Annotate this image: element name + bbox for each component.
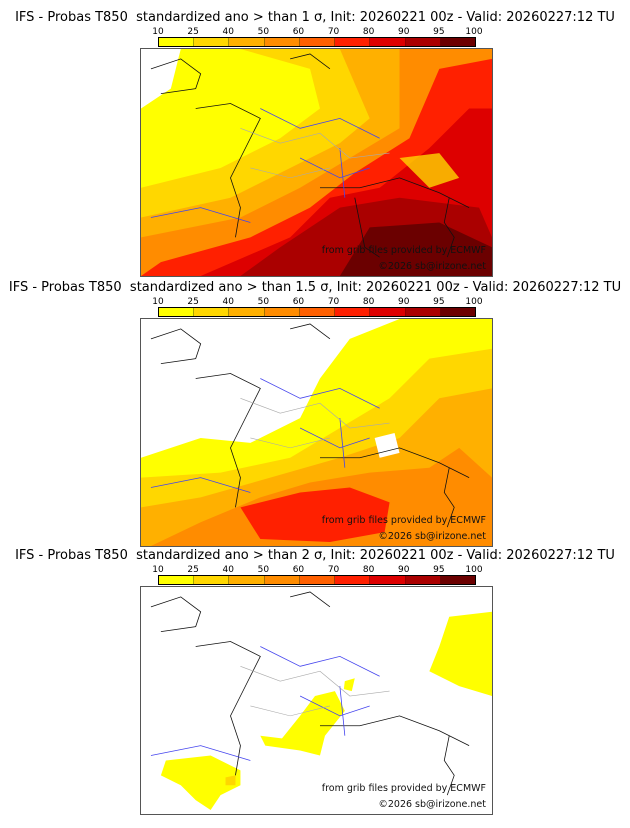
credit-copyright: ©2026 sb@irizone.net: [378, 531, 486, 542]
colorbar-segment: [335, 576, 371, 584]
colorbar-tick-label: 40: [222, 27, 234, 37]
colorbar-tick-label: 60: [292, 565, 305, 575]
colorbar-segment: [264, 38, 300, 46]
colorbar-segment: [299, 308, 336, 316]
colorbar-segment: [264, 308, 300, 316]
map-canvas: [141, 49, 492, 276]
colorbar-ticks: 10 25 40 50 60 70 80 90 95 100: [150, 297, 490, 307]
colorbar-tick-label: 50: [257, 297, 270, 307]
colorbar-segment: [440, 38, 475, 46]
colorbar-segment: [229, 576, 265, 584]
colorbar-tick-label: 70: [327, 27, 340, 37]
credit-copyright: ©2026 sb@irizone.net: [378, 799, 486, 810]
credit-copyright: ©2026 sb@irizone.net: [378, 261, 486, 272]
colorbar-tick-label: 60: [292, 27, 305, 37]
colorbar-tick-label: 95: [433, 297, 445, 307]
colorbar: [158, 575, 476, 585]
colorbar-tick-label: 90: [398, 27, 410, 37]
colorbar-segment: [159, 38, 195, 46]
colorbar-tick-label: 10: [152, 27, 164, 37]
credit-source: from grib files provided by ECMWF: [321, 515, 486, 526]
colorbar-segment: [159, 576, 195, 584]
map-panel-1sigma: IFS - Probas T850 standardized ano > tha…: [0, 10, 630, 280]
probability-map: from grib files provided by ECMWF ©2026 …: [140, 318, 493, 547]
colorbar-tick-label: 70: [327, 297, 340, 307]
colorbar-tick-label: 95: [433, 565, 445, 575]
colorbar-tick-label: 40: [222, 297, 234, 307]
colorbar: [158, 307, 476, 317]
colorbar-segment: [370, 308, 406, 316]
colorbar-segment: [264, 576, 300, 584]
colorbar-tick-label: 25: [187, 297, 199, 307]
colorbar-tick-label: 60: [292, 297, 305, 307]
colorbar-segment: [229, 308, 265, 316]
colorbar-tick-label: 95: [433, 27, 445, 37]
colorbar-tick-label: 80: [362, 565, 375, 575]
colorbar-segment: [299, 38, 336, 46]
colorbar-tick-label: 40: [222, 565, 234, 575]
colorbar-ticks: 10 25 40 50 60 70 80 90 95 100: [150, 27, 490, 37]
colorbar: [158, 37, 476, 47]
colorbar-tick-label: 100: [465, 565, 483, 575]
colorbar-tick-label: 50: [257, 27, 270, 37]
colorbar-segment: [405, 576, 441, 584]
colorbar-tick-label: 50: [257, 565, 270, 575]
credit-source: from grib files provided by ECMWF: [321, 245, 486, 256]
colorbar-segment: [299, 576, 336, 584]
colorbar-segment: [335, 308, 371, 316]
colorbar-tick-label: 10: [152, 297, 164, 307]
map-panel-1-5sigma: IFS - Probas T850 standardized ano > tha…: [0, 280, 630, 550]
colorbar-segment: [370, 576, 406, 584]
colorbar-segment: [370, 38, 406, 46]
colorbar-ticks: 10 25 40 50 60 70 80 90 95 100: [150, 565, 490, 575]
colorbar-tick-label: 80: [362, 27, 375, 37]
colorbar-segment: [159, 308, 195, 316]
credit-source: from grib files provided by ECMWF: [321, 783, 486, 794]
panel-title: IFS - Probas T850 standardized ano > tha…: [15, 10, 615, 25]
colorbar-tick-label: 80: [362, 297, 375, 307]
colorbar-tick-label: 10: [152, 565, 164, 575]
colorbar-tick-label: 25: [187, 27, 199, 37]
colorbar-segment: [194, 576, 230, 584]
colorbar-segment: [335, 38, 371, 46]
probability-map: from grib files provided by ECMWF ©2026 …: [140, 586, 493, 815]
colorbar-tick-label: 90: [398, 565, 410, 575]
colorbar-segment: [194, 308, 230, 316]
map-canvas: [141, 587, 492, 814]
colorbar-segment: [405, 38, 441, 46]
colorbar-segment: [194, 38, 230, 46]
colorbar-segment: [440, 308, 475, 316]
probability-map: from grib files provided by ECMWF ©2026 …: [140, 48, 493, 277]
colorbar-segment: [440, 576, 475, 584]
map-canvas: [141, 319, 492, 546]
map-panel-2sigma: IFS - Probas T850 standardized ano > tha…: [0, 548, 630, 823]
panel-title: IFS - Probas T850 standardized ano > tha…: [15, 548, 615, 563]
colorbar-segment: [405, 308, 441, 316]
colorbar-tick-label: 100: [465, 27, 483, 37]
colorbar-tick-label: 90: [398, 297, 410, 307]
colorbar-tick-label: 70: [327, 565, 340, 575]
panel-title: IFS - Probas T850 standardized ano > tha…: [8, 280, 622, 295]
colorbar-segment: [229, 38, 265, 46]
colorbar-tick-label: 25: [187, 565, 199, 575]
colorbar-tick-label: 100: [465, 297, 483, 307]
